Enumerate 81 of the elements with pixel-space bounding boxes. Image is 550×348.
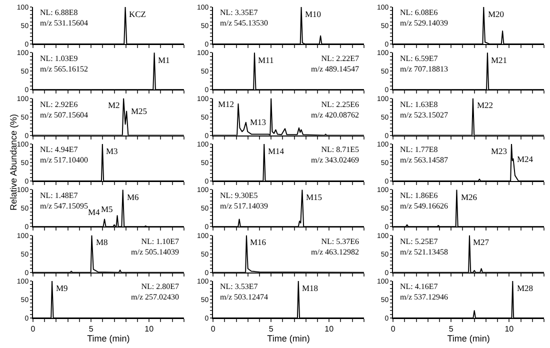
- annotation: m/z 565.16152: [40, 64, 88, 74]
- x-tick-label: 5: [448, 324, 454, 334]
- annotation: NL: 1.86E6: [400, 191, 438, 200]
- annotation: NL: 1.48E7: [40, 191, 78, 200]
- annotation: m/z 523.15027: [400, 110, 448, 120]
- annotation: M23: [491, 146, 508, 156]
- annotation: NL: 1.10E7: [141, 237, 179, 246]
- x-axis-title: Time (min): [87, 334, 130, 344]
- annotation: NL: 1.77E8: [400, 145, 438, 154]
- x-tick-label: 5: [268, 324, 274, 334]
- annotation: M11: [258, 55, 274, 65]
- annotation: M6: [127, 192, 139, 202]
- x-tick-label: 10: [144, 324, 154, 334]
- annotation: NL: 2.92E6: [40, 100, 78, 109]
- annotation: KCZ: [129, 9, 146, 19]
- annotation: M16: [250, 237, 266, 247]
- annotation: m/z 463.12982: [311, 247, 359, 256]
- annotation: m/z 521.13458: [400, 247, 448, 256]
- annotation: M5: [101, 204, 113, 214]
- annotation: M20: [488, 9, 504, 19]
- annotation: NL: 8.71E5: [321, 145, 359, 154]
- annotation: m/z 503.12474: [220, 292, 268, 302]
- annotation: M2: [108, 100, 120, 110]
- annotation: NL: 1.63E8: [400, 100, 438, 109]
- annotation: m/z 517.14039: [220, 201, 268, 210]
- annotation: m/z 563.14587: [400, 155, 448, 164]
- annotation: NL: 3.35E7: [220, 8, 258, 17]
- annotation: m/z 547.15095: [40, 201, 88, 210]
- annotation: M24: [517, 154, 534, 164]
- annotation: m/z 343.02469: [311, 155, 359, 164]
- annotation: NL: 2.22E7: [321, 54, 359, 63]
- annotation: NL: 6.08E6: [400, 8, 438, 17]
- annotation: NL: 1.03E9: [40, 54, 78, 63]
- x-tick-label: 10: [324, 324, 334, 334]
- annotation: m/z 420.08762: [311, 110, 359, 120]
- annotation: M15: [306, 192, 322, 202]
- annotation: NL: 2.80E7: [141, 282, 179, 291]
- annotation: NL: 2.25E6: [321, 100, 359, 109]
- annotation: NL: 4.16E7: [400, 282, 438, 291]
- annotation: m/z 517.10400: [40, 155, 88, 164]
- annotation: M8: [96, 237, 108, 247]
- x-tick-label: 5: [88, 324, 94, 334]
- annotation: NL: 5.37E6: [321, 237, 359, 246]
- annotation: m/z 505.14039: [131, 247, 179, 256]
- annotation: M18: [302, 283, 318, 293]
- annotation: M1: [158, 55, 170, 65]
- x-tick-label: 10: [504, 324, 514, 334]
- annotation: M27: [473, 237, 490, 247]
- annotation: M28: [517, 283, 534, 293]
- annotation: m/z 545.13530: [220, 18, 268, 28]
- annotation: M14: [268, 146, 285, 156]
- annotation: M21: [491, 55, 508, 65]
- annotation: NL: 6.88E8: [40, 8, 78, 17]
- annotation: M3: [106, 146, 118, 156]
- annotation: NL: 3.53E7: [220, 282, 258, 291]
- annotation: m/z 257.02430: [131, 292, 179, 302]
- x-axis-title: Time (min): [447, 334, 490, 344]
- annotation: M25: [131, 106, 148, 116]
- annotation: m/z 529.14039: [400, 18, 448, 28]
- annotation: M26: [461, 192, 478, 202]
- annotation: m/z 707.18813: [400, 64, 448, 74]
- annotation: NL: 6.59E7: [400, 54, 438, 63]
- annotation: m/z 537.12946: [400, 292, 448, 302]
- x-tick-label: 0: [390, 324, 396, 334]
- annotation: m/z 489.14547: [311, 64, 359, 74]
- annotation: m/z 507.15604: [40, 110, 88, 120]
- annotation: M9: [56, 283, 68, 293]
- annotation: m/z 549.16626: [400, 201, 448, 210]
- annotation: NL: 5.25E7: [400, 237, 438, 246]
- annotation: M13: [250, 117, 266, 127]
- annotation: m/z 531.15604: [40, 18, 88, 28]
- y-axis-title: Relative Abundance (%): [8, 114, 18, 210]
- x-tick-label: 0: [210, 324, 216, 334]
- annotation: M4: [88, 207, 101, 217]
- annotation: NL: 4.94E7: [40, 145, 78, 154]
- annotation: M12: [218, 99, 234, 109]
- annotation: NL: 9.30E5: [220, 191, 258, 200]
- annotation: M22: [477, 100, 494, 110]
- x-axis-title: Time (min): [267, 334, 310, 344]
- annotation: M10: [305, 9, 322, 19]
- x-tick-label: 0: [30, 324, 36, 334]
